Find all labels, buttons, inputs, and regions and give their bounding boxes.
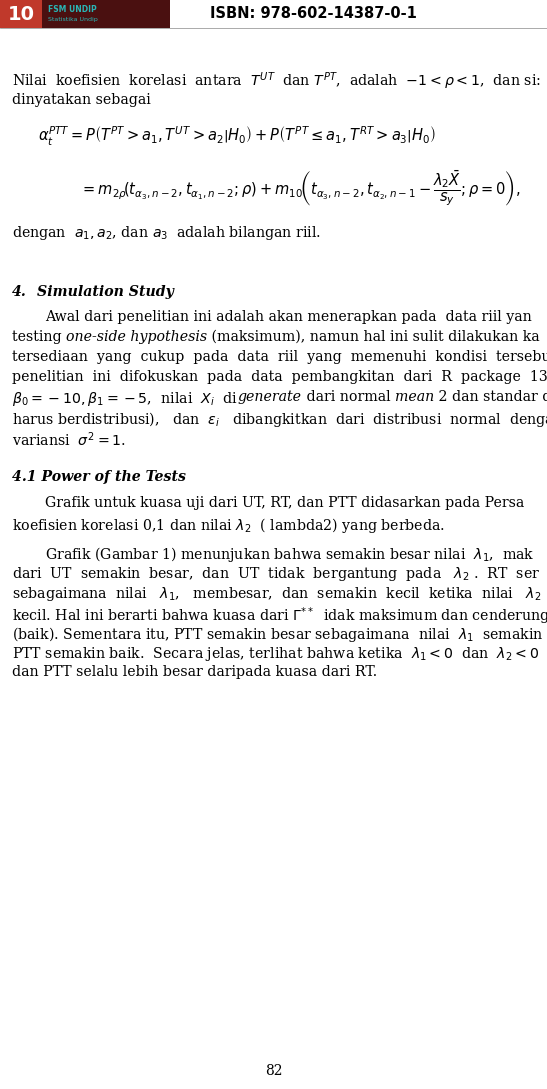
Text: dinyatakan sebagai: dinyatakan sebagai (12, 93, 151, 107)
Text: 10: 10 (8, 4, 34, 24)
Text: Grafik (Gambar 1) menunjukan bahwa semakin besar nilai  $\lambda_1$,  mak: Grafik (Gambar 1) menunjukan bahwa semak… (45, 544, 534, 564)
Text: harus berdistribusi),   dan  $\varepsilon_i$   dibangkitkan  dari  distribusi  n: harus berdistribusi), dan $\varepsilon_i… (12, 409, 547, 429)
Text: mean: mean (395, 390, 434, 404)
Text: $\beta_0 = -10, \beta_1 = -5$,  nilai  $X_i$  di: $\beta_0 = -10, \beta_1 = -5$, nilai $X_… (12, 390, 238, 408)
Text: variansi  $\sigma^2 = 1$.: variansi $\sigma^2 = 1$. (12, 430, 126, 449)
Text: 4.1 Power of the Tests: 4.1 Power of the Tests (12, 470, 186, 484)
Text: 2 dan standar dev: 2 dan standar dev (434, 390, 547, 404)
Text: 4.: 4. (12, 285, 27, 299)
Text: tersediaan  yang  cukup  pada  data  riil  yang  memenuhi  kondisi  tersebut.: tersediaan yang cukup pada data riil yan… (12, 350, 547, 364)
Text: FSM UNDIP: FSM UNDIP (48, 5, 97, 14)
Text: Simulation Study: Simulation Study (37, 285, 174, 299)
Text: (maksimum), namun hal ini sulit dilakukan ka: (maksimum), namun hal ini sulit dilakuka… (207, 330, 540, 344)
Text: dari normal: dari normal (302, 390, 395, 404)
Text: $= m_{2\rho}\!\left(t_{\alpha_3,n-2}, t_{\alpha_1,n-2};\rho\right) + m_{10}\!\le: $= m_{2\rho}\!\left(t_{\alpha_3,n-2}, t_… (80, 168, 521, 208)
Bar (0, 0, 42, 28)
Text: dari  UT  semakin  besar,  dan  UT  tidak  bergantung  pada   $\lambda_2$ .  RT : dari UT semakin besar, dan UT tidak berg… (12, 565, 540, 583)
Text: PTT semakin baik.  Secara jelas, terlihat bahwa ketika  $\lambda_1 < 0$  dan  $\: PTT semakin baik. Secara jelas, terlihat… (12, 645, 547, 663)
Text: generate: generate (238, 390, 302, 404)
Text: penelitian  ini  difokuskan  pada  data  pembangkitan  dari  R  package  13.: penelitian ini difokuskan pada data pemb… (12, 370, 547, 384)
Bar (0, 0, 170, 28)
Text: $\alpha_t^{PTT} = P\left(T^{PT} > a_1, T^{UT} > a_2\left|H_0\right.\right) + P\l: $\alpha_t^{PTT} = P\left(T^{PT} > a_1, T… (38, 125, 436, 148)
Text: testing: testing (12, 330, 66, 344)
Text: Awal dari penelitian ini adalah akan menerapkan pada  data riil yan: Awal dari penelitian ini adalah akan men… (45, 310, 532, 325)
Text: Grafik untuk kuasa uji dari UT, RT, dan PTT didasarkan pada Persa: Grafik untuk kuasa uji dari UT, RT, dan … (45, 495, 524, 510)
Text: dengan  $a_1, a_2$, dan $a_3$  adalah bilangan riil.: dengan $a_1, a_2$, dan $a_3$ adalah bila… (12, 224, 321, 242)
Text: (baik). Sementara itu, PTT semakin besar sebagaimana  nilai  $\lambda_1$  semaki: (baik). Sementara itu, PTT semakin besar… (12, 625, 547, 644)
Text: Statistika Undip: Statistika Undip (48, 16, 98, 22)
Text: ISBN: 978-602-14387-0-1: ISBN: 978-602-14387-0-1 (210, 7, 417, 22)
Text: 82: 82 (265, 1064, 282, 1078)
Text: dan PTT selalu lebih besar daripada kuasa dari RT.: dan PTT selalu lebih besar daripada kuas… (12, 665, 377, 680)
Text: sebagaimana  nilai   $\lambda_1$,   membesar,  dan  semakin  kecil  ketika  nila: sebagaimana nilai $\lambda_1$, membesar,… (12, 585, 547, 603)
Text: one-side hypothesis: one-side hypothesis (66, 330, 207, 344)
Text: kecil. Hal ini berarti bahwa kuasa dari $\Gamma^{**}$  idak maksimum dan cenderu: kecil. Hal ini berarti bahwa kuasa dari … (12, 605, 547, 626)
Text: Nilai  koefisien  korelasi  antara  $T^{UT}$  dan $T^{PT}$,  adalah  $-1<\rho<1$: Nilai koefisien korelasi antara $T^{UT}$… (12, 70, 541, 91)
Text: koefisien korelasi 0,1 dan nilai $\lambda_2$  ( lambda2) yang berbeda.: koefisien korelasi 0,1 dan nilai $\lambd… (12, 516, 445, 535)
